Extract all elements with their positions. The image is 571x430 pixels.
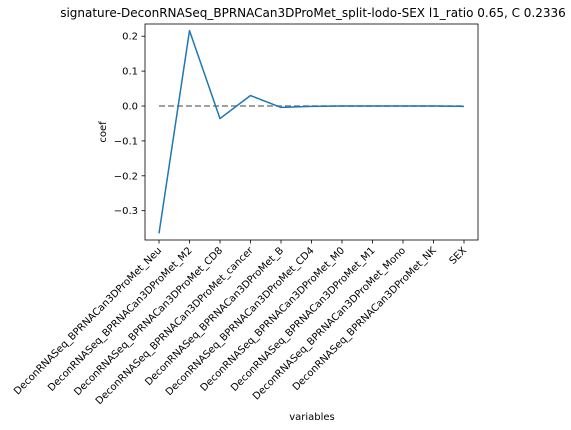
- y-tick-label: 0.2: [122, 32, 138, 43]
- plot-area-frame: [144, 23, 479, 241]
- y-axis: 0.2 0.1 0.0 −0.1 −0.2 −0.3: [114, 32, 145, 217]
- x-axis-label: variables: [289, 412, 335, 423]
- series-line-group: [158, 29, 465, 234]
- y-tick-label: −0.2: [114, 171, 138, 182]
- y-tick-label: 0.0: [122, 102, 138, 113]
- y-tick-label: −0.1: [114, 136, 138, 147]
- chart-title: signature-DeconRNASeq_BPRNACan3DProMet_s…: [60, 6, 566, 20]
- x-tick-label: SEX: [448, 245, 470, 267]
- y-tick-label: 0.1: [122, 67, 138, 78]
- y-tick-label: −0.3: [114, 206, 138, 217]
- series-line: [158, 29, 465, 234]
- y-axis-label: coef: [98, 121, 109, 143]
- x-tick-label: DeconRNASeq_BPRNACan3DProMet_NK: [291, 245, 439, 393]
- x-axis: DeconRNASeq_BPRNACan3DProMet_NeuDeconRNA…: [12, 240, 469, 407]
